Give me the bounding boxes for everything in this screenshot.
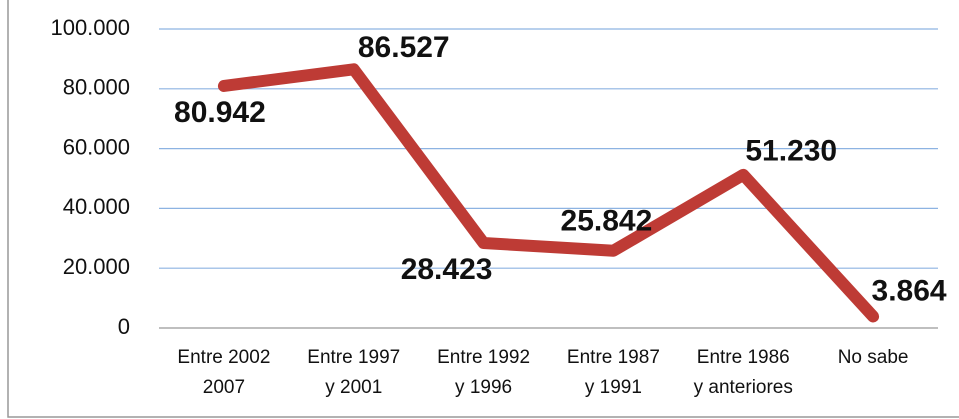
x-tick-line: y 1996 xyxy=(455,377,512,398)
data-label: 80.942 xyxy=(174,96,266,129)
x-tick-label: Entre 1992 y 1996 xyxy=(437,347,530,398)
y-tick-label: 100.000 xyxy=(50,15,130,40)
x-tick-line: Entre 1987 xyxy=(567,347,660,368)
data-label: 86.527 xyxy=(358,31,450,64)
x-tick-line: y 1991 xyxy=(585,377,642,398)
y-tick-label: 40.000 xyxy=(63,194,130,219)
y-tick-label: 0 xyxy=(118,314,130,339)
x-tick-line: Entre 1997 xyxy=(307,347,400,368)
x-tick-label: Entre 1997 y 2001 xyxy=(307,347,400,398)
x-tick-line: Entre 2002 xyxy=(177,347,270,368)
data-label: 28.423 xyxy=(401,253,493,286)
x-tick-label: No sabe xyxy=(838,347,909,368)
x-tick-line: No sabe xyxy=(838,347,909,368)
series-line xyxy=(217,63,880,323)
x-tick-line: Entre 1986 xyxy=(697,347,790,368)
data-label: 3.864 xyxy=(872,274,947,307)
data-label: 25.842 xyxy=(561,205,653,238)
data-label: 51.230 xyxy=(745,135,837,168)
y-tick-label: 80.000 xyxy=(63,75,130,100)
x-tick-line: Entre 1992 xyxy=(437,347,530,368)
chart-frame xyxy=(7,0,959,418)
x-tick-label: Entre 2002 2007 xyxy=(177,347,270,398)
x-tick-line: y 2001 xyxy=(325,377,382,398)
x-tick-label: Entre 1986 y anteriores xyxy=(694,347,793,398)
y-tick-label: 20.000 xyxy=(63,254,130,279)
x-tick-line: y anteriores xyxy=(694,377,793,398)
x-tick-line: 2007 xyxy=(203,377,245,398)
y-tick-label: 60.000 xyxy=(63,134,130,159)
x-tick-label: Entre 1987 y 1991 xyxy=(567,347,660,398)
